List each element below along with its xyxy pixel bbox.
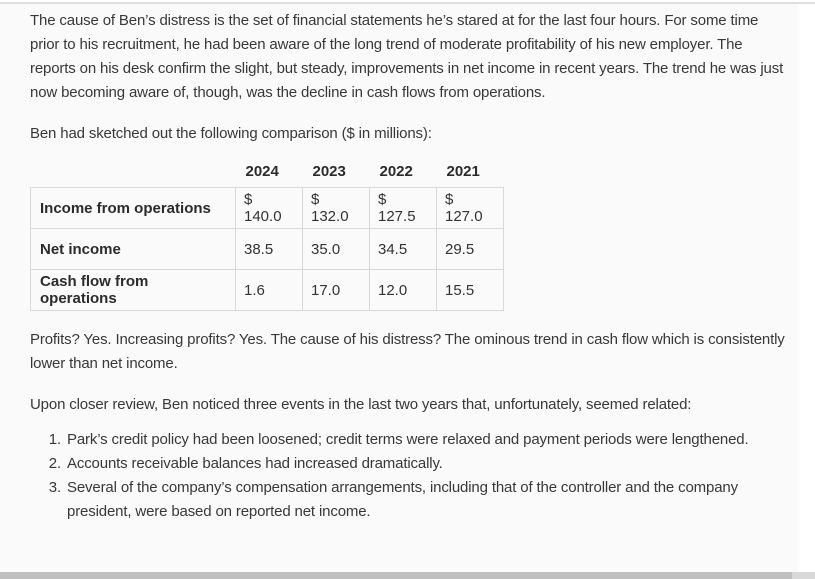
document-content: The cause of Ben’s distress is the set o… bbox=[0, 4, 797, 572]
table-cell: $ 127.0 bbox=[436, 187, 504, 229]
table-row-net-income: Net income 38.5 35.0 34.5 29.5 bbox=[30, 228, 504, 270]
horizontal-scrollbar[interactable] bbox=[0, 572, 815, 579]
comparison-table: 2024 2023 2022 2021 Income from operatio… bbox=[30, 163, 504, 311]
horizontal-scrollbar-thumb[interactable] bbox=[0, 572, 792, 579]
table-row-income-from-operations: Income from operations $ 140.0 $ 132.0 $… bbox=[30, 187, 504, 229]
table-cell: 29.5 bbox=[436, 228, 504, 270]
column-header-2024: 2024 bbox=[245, 163, 279, 180]
page-top-border bbox=[0, 2, 815, 4]
column-header-2022: 2022 bbox=[379, 163, 413, 180]
table-cell: 17.0 bbox=[302, 269, 370, 311]
table-cell: $ 132.0 bbox=[302, 187, 370, 229]
table-cell: $ 140.0 bbox=[235, 187, 303, 229]
paragraph-analysis: Profits? Yes. Increasing profits? Yes. T… bbox=[30, 331, 785, 372]
list-item-credit-policy: Park’s credit policy had been loosened; … bbox=[65, 428, 787, 452]
table-cell: 35.0 bbox=[302, 228, 370, 270]
column-header-2021: 2021 bbox=[446, 163, 480, 180]
table-cell: 34.5 bbox=[369, 228, 437, 270]
row-label: Cash flow from operations bbox=[30, 269, 236, 311]
row-label: Income from operations bbox=[30, 187, 236, 229]
table-header-row: 2024 2023 2022 2021 bbox=[31, 163, 504, 188]
table-row-cash-flow-from-operations: Cash flow from operations 1.6 17.0 12.0 … bbox=[30, 269, 504, 311]
row-label: Net income bbox=[30, 228, 236, 270]
table-cell: 38.5 bbox=[235, 228, 303, 270]
paragraph-events-lead: Upon closer review, Ben noticed three ev… bbox=[30, 396, 692, 413]
table-cell: 12.0 bbox=[369, 269, 437, 311]
paragraph-comparison-lead: Ben had sketched out the following compa… bbox=[30, 125, 432, 142]
events-list: Park’s credit policy had been loosened; … bbox=[30, 428, 787, 524]
list-item-accounts-receivable: Accounts receivable balances had increas… bbox=[65, 452, 787, 476]
table-cell: 15.5 bbox=[436, 269, 504, 311]
table-cell: 1.6 bbox=[235, 269, 303, 311]
column-header-empty bbox=[31, 163, 236, 188]
paragraph-intro: The cause of Ben’s distress is the set o… bbox=[30, 12, 784, 101]
column-header-2023: 2023 bbox=[312, 163, 346, 180]
list-item-compensation: Several of the company’s compensation ar… bbox=[65, 476, 787, 524]
table-cell: $ 127.5 bbox=[369, 187, 437, 229]
